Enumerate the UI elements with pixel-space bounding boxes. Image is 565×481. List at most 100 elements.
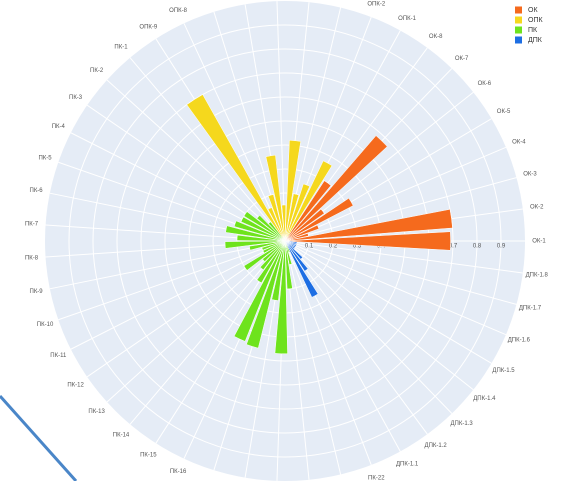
angular-tick-label: ПК-7 [25, 222, 39, 228]
angular-tick-label: ПК-22 [368, 476, 385, 481]
bar [284, 135, 388, 242]
angular-tick-label: ПК-13 [88, 409, 105, 415]
angular-tick-label: ДПК-1.6 [508, 338, 531, 344]
bar [265, 154, 286, 242]
radial-grid-line [92, 48, 478, 434]
angular-tick-label: ПК-1 [114, 45, 128, 51]
bar [284, 240, 297, 247]
radial-tick-label: 0.9 [497, 244, 506, 250]
pen-stroke [0, 395, 78, 481]
bar [284, 231, 451, 251]
angular-tick-label: ПК-3 [69, 95, 83, 101]
legend-swatch [515, 26, 522, 34]
bar [224, 240, 286, 249]
legend-swatch [515, 6, 522, 14]
angular-tick-label: ОК-1 [532, 239, 546, 245]
bar [259, 240, 286, 271]
bar [284, 240, 298, 244]
angular-tick-label: ОК-8 [429, 34, 443, 40]
bar [267, 194, 286, 242]
angular-tick-label: ПК-11 [50, 353, 67, 359]
bar [284, 209, 453, 242]
bar [256, 240, 286, 284]
angular-tick-label: ОПК-9 [139, 24, 157, 30]
angular-tick-label: ДПК-1.8 [526, 272, 549, 278]
radial-grid-line [68, 24, 502, 458]
angular-tick-label: ДПК-1.1 [396, 461, 419, 467]
legend-label: ПК [528, 27, 538, 34]
angular-tick-label: ПК-14 [113, 433, 130, 439]
angular-tick-label: ДПК-1.7 [519, 306, 542, 312]
bar [186, 94, 286, 242]
bar [281, 204, 287, 242]
legend-label: ОПК [528, 17, 543, 24]
legend-label: ОК [528, 7, 538, 14]
angular-tick-label: ОК-6 [478, 81, 492, 87]
angular-tick-label: ОПК-1 [398, 16, 416, 22]
bar [274, 240, 288, 355]
bar [262, 240, 286, 254]
angular-tick-label: ДПК-1.5 [492, 368, 515, 374]
legend-swatch [515, 36, 522, 44]
angular-tick-label: ОПК-7 [201, 0, 219, 2]
angular-tick-label: ОПК-2 [367, 2, 385, 8]
bar [236, 234, 286, 242]
angular-tick-label: ПК-15 [140, 453, 157, 459]
bar [284, 240, 296, 249]
legend-swatch [515, 16, 522, 24]
angular-tick-label: ОК-3 [523, 171, 537, 177]
bar [243, 211, 286, 242]
bar [284, 240, 309, 272]
angular-tick-label: ПК-8 [25, 256, 39, 262]
angular-tick-label: ПК-2 [90, 68, 104, 74]
bar [284, 240, 303, 260]
bar [233, 240, 286, 342]
angular-tick-label: ДПК-1.4 [473, 396, 496, 402]
angular-tick-label: ОПК-8 [169, 8, 187, 14]
angular-tick-label: ПК-12 [67, 382, 84, 388]
bar [284, 183, 311, 242]
angular-tick-label: ПК-5 [38, 155, 52, 161]
bar [225, 225, 286, 242]
bar [233, 220, 286, 242]
bar [284, 208, 325, 242]
radial-tick-label: 0.8 [473, 244, 482, 250]
angular-tick-label: ДПК-1.3 [450, 421, 473, 427]
bar [256, 215, 286, 242]
radial-tick-label: 0.2 [329, 244, 338, 250]
angular-tick-label: ПК-16 [170, 469, 187, 475]
radial-tick-label: 0.3 [353, 244, 362, 250]
angular-tick-label: ДПК-1.2 [425, 443, 448, 449]
bar [271, 240, 286, 301]
legend-label: ДПК [528, 37, 543, 44]
bar [284, 160, 333, 242]
bar [284, 240, 319, 298]
radial-grid-line [116, 72, 454, 410]
bar [284, 240, 293, 290]
bar [267, 207, 286, 242]
radial-tick-label: 0.7 [449, 244, 458, 250]
angular-tick-label: ПК-6 [30, 188, 44, 194]
bar [284, 140, 301, 242]
bar [240, 216, 286, 242]
bar [284, 224, 320, 242]
angular-tick-label: ОК-7 [455, 56, 469, 62]
bar [262, 240, 286, 262]
bar [284, 240, 298, 246]
bar [243, 240, 286, 271]
angular-tick-label: ПК-4 [52, 124, 66, 130]
angular-tick-label: ОК-4 [512, 139, 526, 145]
angular-tick-label: ОК-5 [497, 109, 511, 115]
bar [284, 197, 354, 242]
angular-tick-label: ПК-9 [30, 289, 44, 295]
bar [246, 240, 286, 349]
bar [284, 180, 332, 242]
bar [284, 240, 296, 250]
angular-tick-label: ОК-2 [530, 205, 544, 211]
radial-tick-label: 0.1 [305, 244, 314, 250]
bar [268, 221, 286, 242]
angular-tick-label: ПК-10 [37, 322, 54, 328]
bar [284, 193, 300, 242]
